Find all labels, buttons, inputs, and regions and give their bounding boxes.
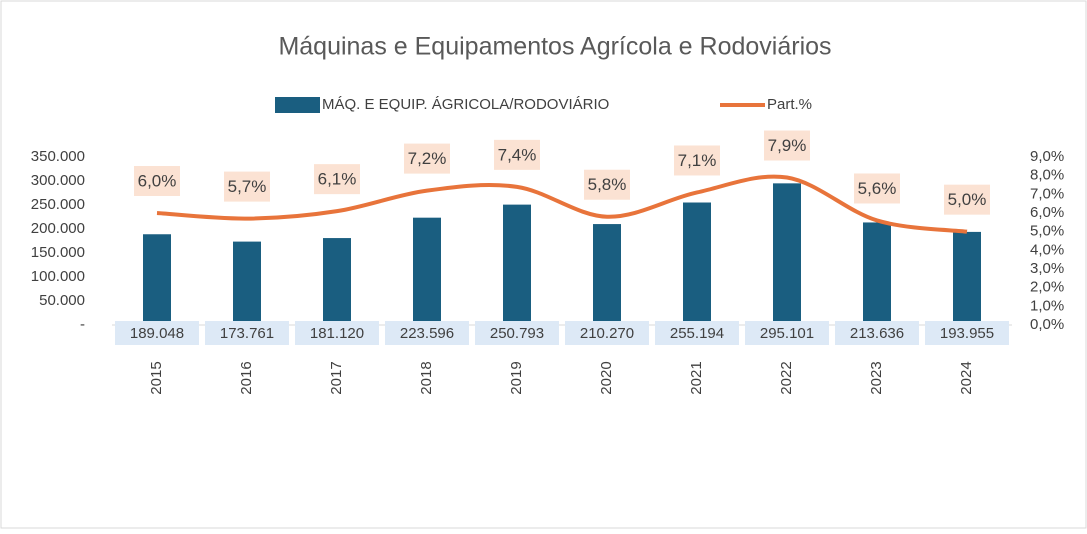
data-label-bg — [745, 321, 829, 345]
x-tick-label: 2021 — [688, 361, 705, 394]
bar — [683, 202, 711, 325]
y-tick-label: - — [80, 316, 85, 333]
data-label: 5,0% — [948, 190, 987, 209]
legend-label: MÁQ. E EQUIP. ÁGRICOLA/RODOVIÁRIO — [322, 96, 609, 113]
x-tick-label: 2024 — [958, 361, 975, 394]
data-label: 189.048 — [130, 325, 184, 342]
x-tick-label: 2019 — [508, 361, 525, 394]
y2-tick-label: 8,0% — [1030, 167, 1064, 184]
data-label: 250.793 — [490, 325, 544, 342]
data-label: 255.194 — [670, 325, 724, 342]
data-label: 7,2% — [408, 149, 447, 168]
data-label-bg — [854, 173, 900, 204]
x-tick-label: 2023 — [868, 361, 885, 394]
data-label-bg — [835, 321, 919, 345]
y-tick-label: 300.000 — [31, 172, 85, 189]
data-label-bg — [494, 139, 540, 170]
data-label-bg — [475, 321, 559, 345]
line — [156, 174, 968, 234]
y-tick-label: 250.000 — [31, 196, 85, 213]
y2-tick-label: 0,0% — [1030, 316, 1064, 333]
y2-tick-label: 9,0% — [1030, 148, 1064, 165]
data-label-bg — [404, 143, 450, 174]
data-label: 213.636 — [850, 325, 904, 342]
data-label-bg — [295, 321, 379, 345]
data-label-bg — [584, 169, 630, 200]
legend-swatch — [275, 97, 320, 113]
data-label: 295.101 — [760, 325, 814, 342]
data-label: 193.955 — [940, 325, 994, 342]
data-label: 6,1% — [318, 170, 357, 189]
bar — [143, 234, 171, 325]
y2-tick-label: 6,0% — [1030, 204, 1064, 221]
y-tick-label: 350.000 — [31, 148, 85, 165]
bar — [323, 238, 351, 325]
data-label: 5,6% — [858, 179, 897, 198]
data-label: 7,1% — [678, 151, 717, 170]
bar — [863, 222, 891, 325]
y-tick-label: 150.000 — [31, 244, 85, 261]
bar — [773, 183, 801, 325]
legend-label: Part.% — [767, 96, 812, 113]
data-label-bg — [205, 321, 289, 345]
data-label-bg — [224, 171, 270, 202]
data-label-bg — [655, 321, 739, 345]
y-tick-label: 50.000 — [39, 292, 85, 309]
data-label: 5,7% — [228, 177, 267, 196]
y2-tick-label: 4,0% — [1030, 241, 1064, 258]
data-label-bg — [314, 164, 360, 195]
data-label-bg — [925, 321, 1009, 345]
data-label-bg — [565, 321, 649, 345]
y2-tick-label: 7,0% — [1030, 185, 1064, 202]
data-label: 210.270 — [580, 325, 634, 342]
data-label-bg — [385, 321, 469, 345]
data-label-bg — [115, 321, 199, 345]
y2-tick-label: 2,0% — [1030, 279, 1064, 296]
chart-title: Máquinas e Equipamentos Agrícola e Rodov… — [278, 33, 831, 61]
y2-tick-label: 3,0% — [1030, 260, 1064, 277]
x-tick-label: 2020 — [598, 361, 615, 394]
x-tick-label: 2015 — [148, 361, 165, 394]
data-label: 223.596 — [400, 325, 454, 342]
x-tick-label: 2017 — [328, 361, 345, 394]
bar — [593, 224, 621, 325]
x-tick-label: 2018 — [418, 361, 435, 394]
x-tick-label: 2016 — [238, 361, 255, 394]
data-label: 181.120 — [310, 325, 364, 342]
y2-tick-label: 5,0% — [1030, 223, 1064, 240]
bar — [413, 217, 441, 325]
y-tick-label: 200.000 — [31, 220, 85, 237]
data-label-bg — [134, 166, 180, 196]
y-tick-label: 100.000 — [31, 268, 85, 285]
data-label-bg — [764, 130, 810, 161]
data-label: 7,4% — [498, 145, 537, 164]
x-tick-label: 2022 — [778, 361, 795, 394]
data-label: 173.761 — [220, 325, 274, 342]
data-label: 6,0% — [138, 171, 177, 190]
bar — [233, 241, 261, 325]
data-label: 7,9% — [768, 136, 807, 155]
data-label-bg — [944, 184, 990, 215]
bar — [953, 231, 981, 325]
data-label-bg — [674, 145, 720, 176]
data-label: 5,8% — [588, 175, 627, 194]
bar — [503, 204, 531, 325]
y2-tick-label: 1,0% — [1030, 297, 1064, 314]
